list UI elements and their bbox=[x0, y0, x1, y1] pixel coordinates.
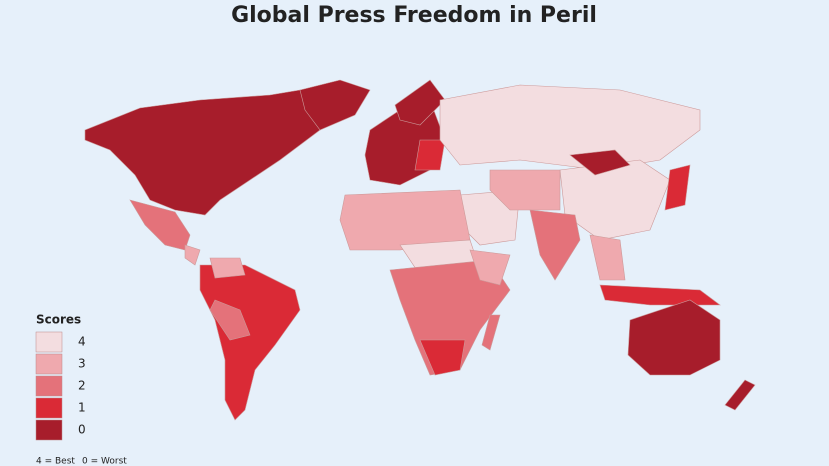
legend-label: 1 bbox=[78, 401, 86, 415]
country-region bbox=[209, 299, 251, 341]
footnote: 4 = Best bbox=[36, 457, 75, 466]
country-region bbox=[339, 189, 471, 251]
country-region bbox=[209, 257, 246, 279]
country-region bbox=[439, 84, 701, 171]
country-region bbox=[394, 79, 446, 126]
country-region bbox=[724, 379, 756, 411]
country-region bbox=[569, 149, 631, 176]
country-region bbox=[469, 249, 511, 286]
country-region bbox=[299, 79, 371, 131]
legend-label: 2 bbox=[78, 379, 86, 393]
legend-swatch bbox=[35, 331, 63, 353]
country-region bbox=[664, 164, 691, 211]
country-region bbox=[529, 209, 581, 281]
legend-label: 0 bbox=[78, 423, 86, 437]
legend-title: Scores bbox=[36, 313, 81, 327]
country-region bbox=[84, 84, 361, 216]
country-region bbox=[627, 299, 721, 376]
regions bbox=[84, 79, 756, 421]
legend-label: 3 bbox=[78, 357, 86, 371]
legend-swatch bbox=[35, 375, 63, 397]
country-region bbox=[184, 244, 201, 266]
country-region bbox=[489, 169, 561, 211]
legend: 4 3 2 1 0 bbox=[35, 331, 86, 441]
legend-swatch bbox=[35, 397, 63, 419]
country-region bbox=[589, 234, 626, 281]
legend-swatch bbox=[35, 419, 63, 441]
footnote: 0 = Worst bbox=[82, 457, 127, 466]
country-region bbox=[481, 314, 501, 351]
country-region bbox=[419, 339, 466, 376]
country-region bbox=[414, 139, 446, 171]
legend-swatch bbox=[35, 353, 63, 375]
legend-label: 4 bbox=[78, 335, 86, 349]
map-title: Global Press Freedom in Peril bbox=[231, 3, 597, 28]
